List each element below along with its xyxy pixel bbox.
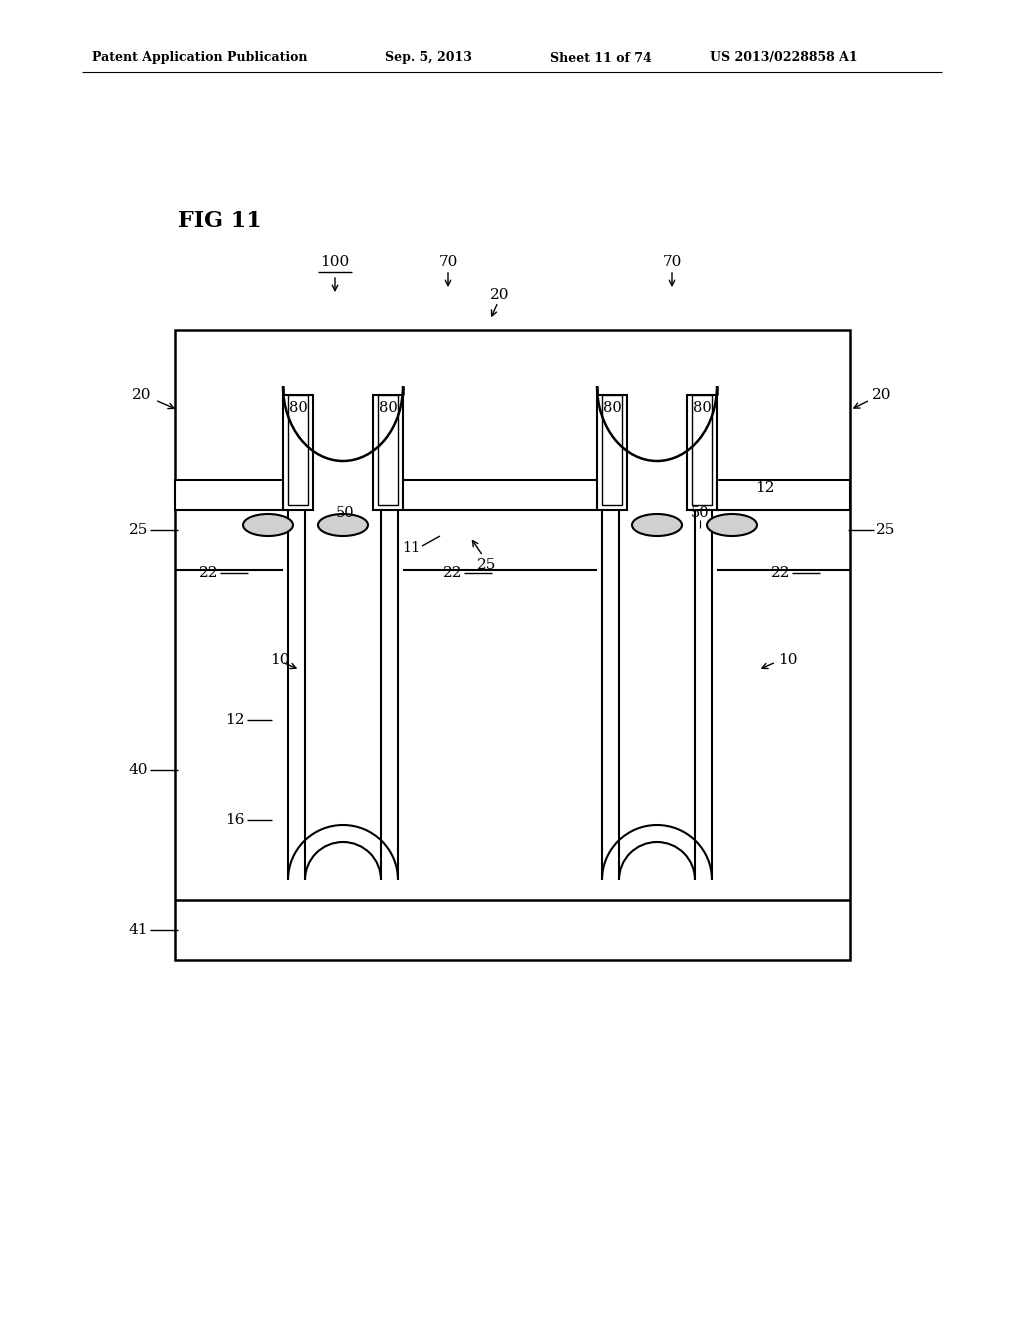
- Text: 80: 80: [289, 401, 307, 414]
- Text: 70: 70: [438, 255, 458, 269]
- Bar: [175, 480, 283, 510]
- Bar: [717, 480, 850, 510]
- Text: Sheet 11 of 74: Sheet 11 of 74: [550, 51, 651, 65]
- Ellipse shape: [632, 513, 682, 536]
- Text: 12: 12: [225, 713, 245, 727]
- Text: 11: 11: [401, 541, 420, 554]
- Text: Sep. 5, 2013: Sep. 5, 2013: [385, 51, 472, 65]
- Bar: [373, 395, 403, 510]
- Text: 100: 100: [321, 255, 349, 269]
- Bar: [283, 395, 313, 510]
- Text: 22: 22: [770, 566, 790, 579]
- Text: 10: 10: [270, 653, 290, 667]
- Text: 20: 20: [132, 388, 152, 403]
- Text: 41: 41: [128, 923, 148, 937]
- Bar: [597, 395, 627, 510]
- Text: 12: 12: [755, 480, 774, 495]
- Text: 10: 10: [778, 653, 798, 667]
- Text: FIG 11: FIG 11: [178, 210, 262, 232]
- Bar: [288, 395, 308, 506]
- Bar: [378, 395, 398, 506]
- Text: Patent Application Publication: Patent Application Publication: [92, 51, 307, 65]
- Text: 20: 20: [872, 388, 892, 403]
- Text: 16: 16: [225, 813, 245, 828]
- Bar: [602, 395, 622, 506]
- Text: 80: 80: [603, 401, 622, 414]
- Text: 20: 20: [490, 288, 510, 302]
- Text: 22: 22: [442, 566, 462, 579]
- Bar: [687, 395, 717, 510]
- Ellipse shape: [243, 513, 293, 536]
- Bar: [403, 480, 597, 510]
- Text: 50: 50: [690, 506, 710, 520]
- Ellipse shape: [707, 513, 757, 536]
- Bar: [692, 395, 712, 506]
- Text: 70: 70: [663, 255, 682, 269]
- Text: 25: 25: [477, 558, 497, 572]
- Text: 22: 22: [199, 566, 218, 579]
- Ellipse shape: [318, 513, 368, 536]
- Text: US 2013/0228858 A1: US 2013/0228858 A1: [710, 51, 858, 65]
- Text: 80: 80: [692, 401, 712, 414]
- Text: 80: 80: [379, 401, 397, 414]
- Text: 25: 25: [876, 523, 895, 537]
- Text: 25: 25: [129, 523, 148, 537]
- Bar: [175, 330, 850, 960]
- Text: 50: 50: [336, 506, 354, 520]
- Text: 40: 40: [128, 763, 148, 777]
